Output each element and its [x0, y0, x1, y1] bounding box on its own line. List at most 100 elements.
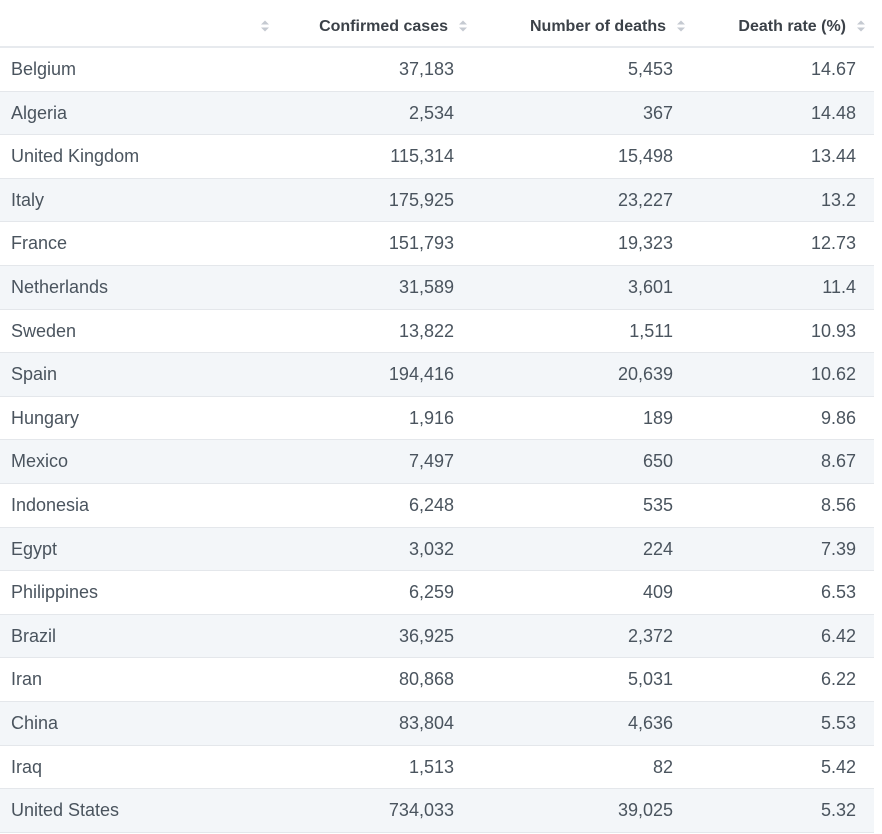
cell-number-of-deaths: 3,601 [627, 276, 673, 297]
table-row: United Kingdom 115,314 15,498 13.44 [0, 135, 874, 179]
column-header-confirmed-cases[interactable]: Confirmed cases [278, 0, 476, 46]
cell-number-of-deaths: 535 [642, 494, 673, 515]
cell-death-rate: 8.56 [820, 494, 856, 515]
table-row: Brazil 36,925 2,372 6.42 [0, 614, 874, 659]
scrollbar-track[interactable] [874, 0, 882, 834]
cell-country: Sweden [11, 320, 77, 341]
cell-number-of-deaths: 19,323 [617, 233, 673, 254]
table-row: Sweden 13,822 1,511 10.93 [0, 310, 874, 354]
table-row: Netherlands 31,589 3,601 11.4 [0, 265, 874, 310]
cell-country: United States [11, 800, 120, 821]
cell-confirmed-cases: 6,248 [408, 494, 454, 515]
cell-country: Spain [11, 364, 58, 385]
cell-country: China [11, 712, 59, 733]
cell-confirmed-cases: 1,513 [408, 756, 454, 777]
sort-icon[interactable] [674, 18, 688, 34]
cell-number-of-deaths: 15,498 [617, 146, 673, 167]
cell-confirmed-cases: 36,925 [398, 625, 454, 646]
table-row: Spain 194,416 20,639 10.62 [0, 353, 874, 397]
column-header-number-of-deaths[interactable]: Number of deaths [476, 0, 694, 46]
cell-country: Italy [11, 189, 45, 210]
cell-number-of-deaths: 23,227 [617, 189, 673, 210]
cell-death-rate: 5.53 [820, 712, 856, 733]
table-row: United States 734,033 39,025 5.32 [0, 789, 874, 833]
cell-country: Netherlands [11, 276, 109, 297]
cell-death-rate: 13.2 [820, 189, 856, 210]
cell-number-of-deaths: 367 [642, 102, 673, 123]
cell-confirmed-cases: 3,032 [408, 538, 454, 559]
cell-confirmed-cases: 83,804 [398, 712, 454, 733]
cell-confirmed-cases: 2,534 [408, 102, 454, 123]
cell-death-rate: 10.93 [810, 320, 856, 341]
table-header: Confirmed cases Number of deaths Death r… [0, 0, 874, 48]
cell-confirmed-cases: 37,183 [398, 59, 454, 79]
cell-number-of-deaths: 1,511 [629, 320, 673, 341]
cell-country: Algeria [11, 102, 68, 123]
cell-country: Indonesia [11, 494, 90, 515]
cell-death-rate: 11.4 [822, 276, 856, 297]
table-row: France 151,793 19,323 12.73 [0, 222, 874, 266]
cell-number-of-deaths: 5,031 [627, 669, 673, 690]
cell-country: Iran [11, 669, 43, 690]
cell-death-rate: 5.32 [820, 800, 856, 821]
cell-confirmed-cases: 13,822 [398, 320, 454, 341]
sort-icon[interactable] [854, 18, 868, 34]
cell-country: Belgium [11, 59, 77, 79]
cell-death-rate: 6.22 [820, 669, 856, 690]
column-header-country[interactable] [0, 0, 278, 46]
cell-death-rate: 14.48 [810, 102, 856, 123]
table-row: Iraq 1,513 82 5.42 [0, 746, 874, 790]
table-row: Hungary 1,916 189 9.86 [0, 397, 874, 441]
cell-country: France [11, 233, 68, 254]
cell-death-rate: 5.42 [820, 756, 856, 777]
cell-number-of-deaths: 409 [642, 582, 673, 603]
cell-confirmed-cases: 31,589 [398, 276, 454, 297]
cell-death-rate: 10.62 [810, 364, 856, 385]
cell-confirmed-cases: 80,868 [398, 669, 454, 690]
table-row: China 83,804 4,636 5.53 [0, 701, 874, 746]
column-header-death-rate[interactable]: Death rate (%) [694, 0, 874, 46]
cell-country: Brazil [11, 625, 57, 646]
cell-death-rate: 6.42 [820, 625, 856, 646]
cell-number-of-deaths: 650 [642, 451, 673, 472]
table-row: Mexico 7,497 650 8.67 [0, 440, 874, 484]
cell-confirmed-cases: 194,416 [388, 364, 454, 385]
table-row: Egypt 3,032 224 7.39 [0, 527, 874, 572]
cell-country: Mexico [11, 451, 69, 472]
column-header-label: Confirmed cases [319, 18, 448, 35]
cell-country: Philippines [11, 582, 99, 603]
sort-icon[interactable] [258, 18, 272, 34]
sort-icon[interactable] [456, 18, 470, 34]
cell-number-of-deaths: 4,636 [627, 712, 673, 733]
cell-number-of-deaths: 39,025 [617, 800, 673, 821]
column-header-label: Number of deaths [529, 18, 666, 35]
cell-country: United Kingdom [11, 146, 140, 167]
cell-confirmed-cases: 151,793 [388, 233, 454, 254]
cell-country: Iraq [11, 756, 43, 777]
cell-confirmed-cases: 7,497 [408, 451, 454, 472]
column-header-label: Death rate (%) [738, 18, 846, 35]
cell-number-of-deaths: 82 [652, 756, 673, 777]
table-row: Algeria 2,534 367 14.48 [0, 91, 874, 136]
cell-death-rate: 14.67 [810, 59, 856, 79]
cell-death-rate: 9.86 [820, 407, 856, 428]
table-row: Philippines 6,259 409 6.53 [0, 571, 874, 615]
cell-number-of-deaths: 5,453 [627, 59, 673, 79]
cell-country: Egypt [11, 538, 58, 559]
cell-number-of-deaths: 189 [642, 407, 673, 428]
cell-death-rate: 12.73 [810, 233, 856, 254]
cell-number-of-deaths: 224 [642, 538, 673, 559]
cell-number-of-deaths: 20,639 [617, 364, 673, 385]
cell-confirmed-cases: 175,925 [388, 189, 454, 210]
table-row: Indonesia 6,248 535 8.56 [0, 484, 874, 528]
table-row: Belgium 37,183 5,453 14.67 [0, 48, 874, 92]
cell-death-rate: 13.44 [810, 146, 856, 167]
table-body: Belgium 37,183 5,453 14.67 Algeria 2,534 367 14… [0, 48, 874, 833]
cell-death-rate: 7.39 [820, 538, 856, 559]
cell-death-rate: 8.67 [820, 451, 856, 472]
cell-confirmed-cases: 115,314 [390, 146, 454, 167]
cell-number-of-deaths: 2,372 [627, 625, 673, 646]
cell-confirmed-cases: 1,916 [408, 407, 454, 428]
cell-confirmed-cases: 734,033 [388, 800, 454, 821]
